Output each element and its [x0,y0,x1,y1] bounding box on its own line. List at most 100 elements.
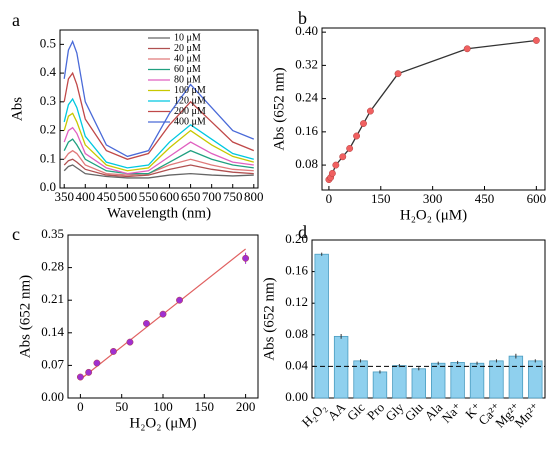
y-tick-label: 0.1 [40,150,56,165]
y-tick-label: 0.28 [41,259,64,274]
data-line [63,149,254,176]
x-tick-label: 550 [139,189,159,204]
x-tick-label: 450 [97,189,117,204]
data-point [109,347,117,355]
data-point [332,161,340,169]
data-point [76,373,84,381]
legend-label: 80 μM [174,74,201,85]
data-line [63,158,254,178]
data-point [366,107,374,115]
bar [469,362,485,399]
plot-frame [321,27,546,191]
data-point [346,145,354,152]
y-tick-label: 0.16 [295,123,318,138]
x-tick-label: 500 [118,189,138,204]
legend-label: 100 μM [174,85,206,96]
x-tick-label: 750 [223,189,243,204]
y-tick-label: 0.08 [285,326,308,341]
data-line [63,112,254,172]
x-tick-label: 100 [153,399,173,414]
y-tick-label: 0.32 [295,56,318,71]
x-tick-label: 150 [371,191,391,206]
data-line [63,97,254,169]
x-axis-title: H₂O₂ (μM) [400,207,467,223]
bar [392,365,407,399]
legend-label: 20 μM [174,43,201,54]
x-tick-label: 800 [244,189,264,204]
y-tick-label: 0.00 [41,389,64,404]
data-point [93,359,101,367]
x-tick-label: 350 [54,189,74,204]
legend-label: 60 μM [174,64,201,75]
legend-label: 200 μM [174,106,206,117]
x-tick-label: 200 [236,399,256,414]
y-tick-label: 0.08 [295,156,318,171]
bar [450,362,465,399]
y-tick-label: 0.4 [40,64,57,79]
data-point [394,70,402,78]
y-tick-label: 0.0 [40,179,56,194]
data-line [63,71,255,160]
x-axis-title: H₂O₂ (μM) [129,415,196,431]
bar [411,368,426,399]
data-point [159,310,167,318]
data-point [85,368,93,376]
data-point [353,132,361,140]
y-axis-title: Abs (652 nm) [271,67,287,150]
y-tick-label: 0.24 [295,90,318,105]
data-point [176,296,183,304]
x-tick-label: 450 [475,191,495,206]
y-tick-label: 0.2 [40,122,56,137]
data-point [532,37,540,44]
data-line [63,39,255,158]
data-line [328,39,537,181]
x-tick-label: H₂O₂ [299,400,329,430]
x-tick-label: 650 [181,189,201,204]
x-tick-label: 0 [77,399,84,414]
x-tick-label: 50 [115,399,128,414]
bar [372,371,388,399]
y-tick-label: 0.14 [41,324,64,339]
y-axis-title: Abs (652 nm) [17,275,33,358]
y-axis-title: Abs (652 nm) [261,277,277,360]
data-line [63,164,254,179]
panel-label: c [12,224,20,244]
y-tick-label: 0.21 [41,291,64,306]
data-point [143,320,150,327]
panel-label: d [298,222,307,242]
y-tick-label: 0.00 [285,389,308,404]
legend-label: 400 μM [174,116,206,127]
y-tick-label: 0.5 [40,35,56,50]
bar [314,253,329,399]
panel-label: a [12,10,20,30]
legend-label: 120 μM [174,95,206,106]
x-tick-label: Na⁺ [439,400,465,426]
data-point [242,254,250,262]
y-tick-label: 0.12 [285,294,308,309]
y-tick-label: 0.40 [295,23,318,38]
y-axis-title: Abs [9,97,25,121]
x-tick-label: 700 [202,189,222,204]
x-tick-label: 600 [527,191,547,206]
bar [508,355,524,399]
y-tick-label: 0.20 [285,231,308,246]
data-point [463,45,471,53]
data-point [328,169,336,177]
panel-label: b [298,8,307,28]
data-point [360,120,367,127]
x-tick-label: 150 [195,399,215,414]
data-point [339,153,347,161]
bar [333,335,349,399]
y-tick-label: 0.07 [41,356,64,371]
bar [431,362,446,399]
legend-label: 40 μM [174,53,201,64]
data-point [126,338,134,346]
x-axis-title: Wavelength (nm) [107,205,211,221]
legend-label: 10 μM [174,32,201,43]
plot-frame [311,239,546,399]
x-tick-label: 0 [326,191,333,206]
y-tick-label: 0.04 [285,357,308,372]
data-line [63,126,254,175]
x-tick-label: 600 [160,189,180,204]
